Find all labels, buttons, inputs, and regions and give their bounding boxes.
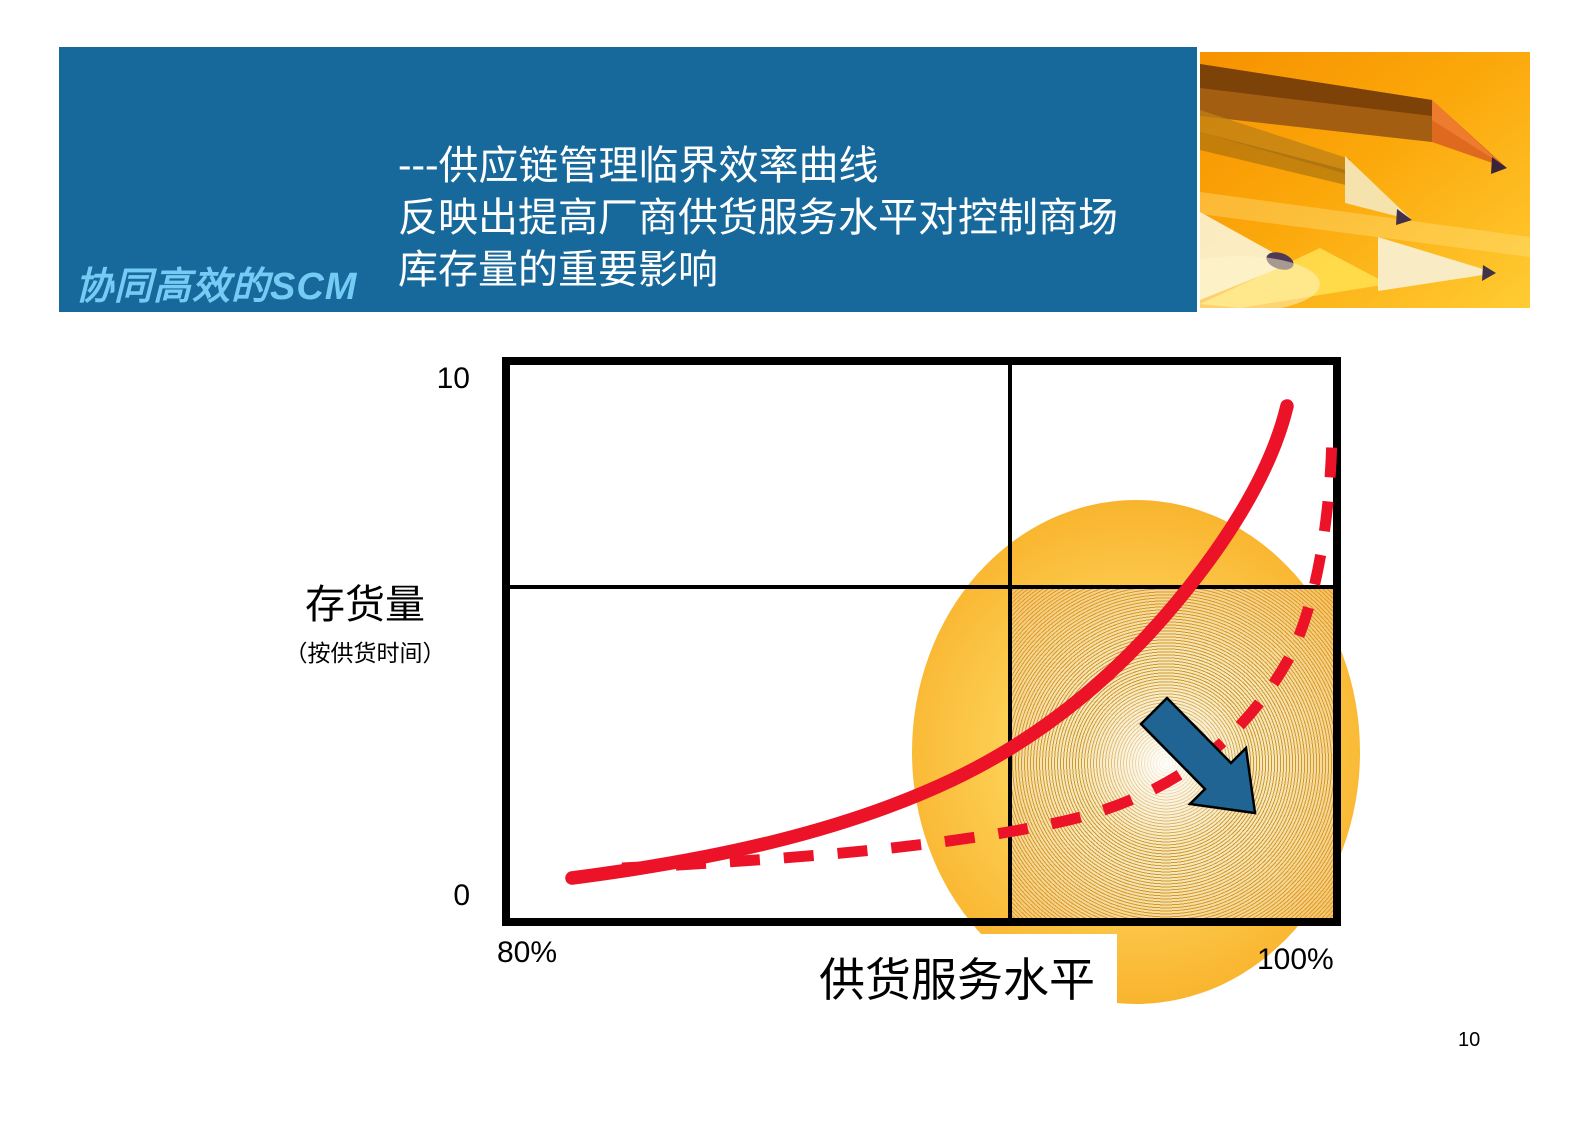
y-axis-sublabel: （按供货时间） [284, 641, 446, 667]
pencil-bottom-left [1200, 212, 1320, 308]
x-axis-label: 供货服务水平 [797, 934, 1117, 1026]
slide-title: ---供应链管理临界效率曲线 反映出提高厂商供货服务水平对控制商场 库存量的重要… [398, 140, 1118, 296]
x-tick-right: 100% [1257, 943, 1334, 976]
y-tick-top: 10 [436, 362, 470, 395]
plot-border [502, 357, 1341, 926]
title-line-3: 库存量的重要影响 [398, 247, 718, 293]
pencil-middle [1200, 110, 1412, 225]
solid-curve [565, 399, 1294, 885]
header-banner: 协同高效的SCM ---供应链管理临界效率曲线 反映出提高厂商供货服务水平对控制… [59, 47, 1197, 312]
y-tick-bottom: 0 [453, 879, 470, 912]
page-number: 10 [1458, 1029, 1481, 1051]
x-tick-left: 80% [497, 936, 558, 969]
banner-logo-text: 协同高效的SCM [75, 266, 358, 308]
y-axis-label: 存货量 [305, 582, 425, 628]
down-right-arrow [1139, 696, 1257, 815]
title-line-1: ---供应链管理临界效率曲线 [398, 143, 879, 189]
title-line-2: 反映出提高厂商供货服务水平对控制商场 [398, 195, 1118, 241]
light-streak [1200, 192, 1530, 257]
pencil-top [1200, 64, 1507, 174]
dashed-curve [621, 431, 1338, 874]
pencils-photo [1200, 52, 1530, 308]
